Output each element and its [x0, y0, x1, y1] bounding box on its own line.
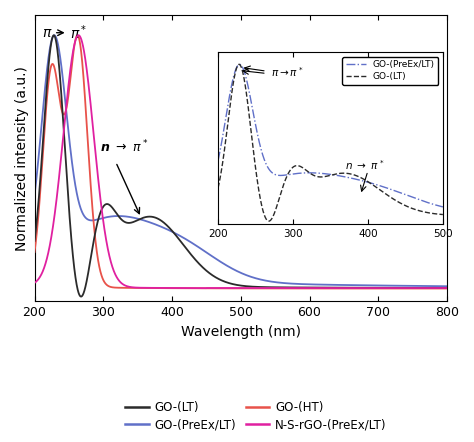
- X-axis label: Wavelength (nm): Wavelength (nm): [181, 324, 301, 339]
- Text: n $\rightarrow$ $\pi^*$: n $\rightarrow$ $\pi^*$: [100, 138, 149, 155]
- Text: $\pi^*$: $\pi^*$: [70, 23, 88, 42]
- Y-axis label: Normalized intensity (a.u.): Normalized intensity (a.u.): [15, 66, 29, 251]
- Text: $\pi$: $\pi$: [42, 26, 52, 40]
- Legend: GO-(LT), GO-(PreEx/LT), GO-(HT), N-S-rGO-(PreEx/LT): GO-(LT), GO-(PreEx/LT), GO-(HT), N-S-rGO…: [120, 396, 392, 436]
